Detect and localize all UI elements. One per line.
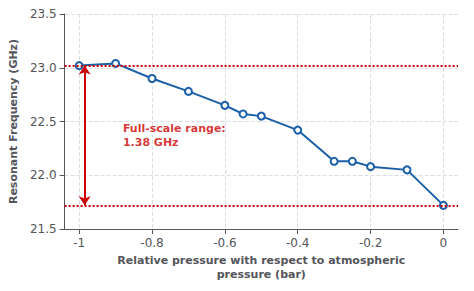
- svg-text:23.5: 23.5: [30, 7, 57, 21]
- svg-text:Full-scale range:: Full-scale range:: [123, 122, 226, 135]
- svg-text:21.5: 21.5: [30, 222, 57, 236]
- svg-text:Relative pressure with respect: Relative pressure with respect to atmosp…: [117, 254, 405, 267]
- svg-text:23.0: 23.0: [30, 61, 57, 75]
- svg-text:Resonant Frequency (GHz): Resonant Frequency (GHz): [7, 39, 20, 204]
- svg-text:22.0: 22.0: [30, 168, 57, 182]
- svg-text:pressure (bar): pressure (bar): [217, 268, 306, 281]
- svg-text:-0.6: -0.6: [213, 236, 236, 250]
- svg-text:1.38 GHz: 1.38 GHz: [123, 136, 179, 149]
- svg-text:-0.8: -0.8: [140, 236, 163, 250]
- svg-text:-0.2: -0.2: [359, 236, 382, 250]
- svg-text:-0.4: -0.4: [286, 236, 309, 250]
- svg-text:22.5: 22.5: [30, 115, 57, 129]
- svg-text:0: 0: [440, 236, 448, 250]
- svg-text:-1: -1: [73, 236, 85, 250]
